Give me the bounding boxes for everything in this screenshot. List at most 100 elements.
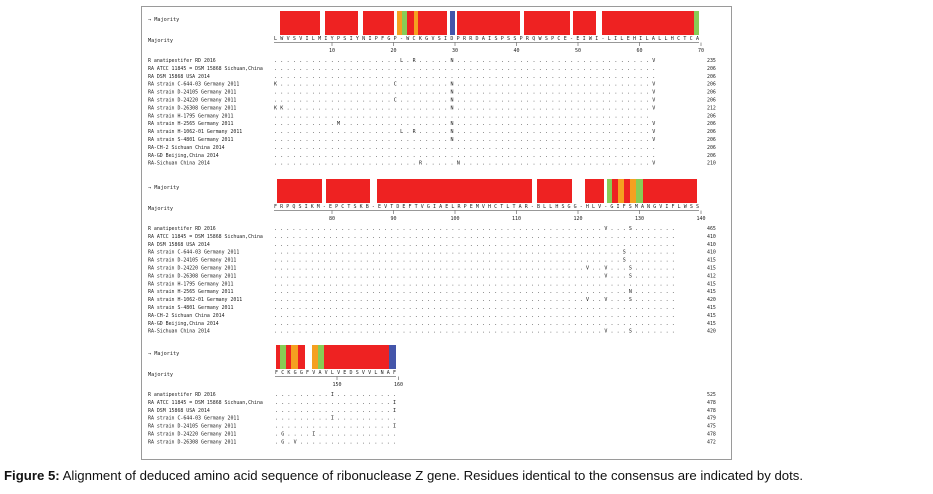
sequence-residues: ........................................… bbox=[274, 250, 675, 256]
sequence-residues: ...................I bbox=[275, 424, 396, 430]
sequence-name: RA strain S-4801 Germany 2011 bbox=[148, 305, 233, 311]
sequence-residues: ........................................… bbox=[274, 234, 675, 240]
conservation-bar bbox=[363, 11, 394, 35]
conservation-bar bbox=[618, 179, 624, 203]
conservation-bar bbox=[377, 179, 532, 203]
conservation-bar bbox=[602, 11, 694, 35]
ruler-tick-label: 120 bbox=[573, 216, 582, 222]
ruler-tick-label: 80 bbox=[329, 216, 335, 222]
sequence-end-position: 206 bbox=[707, 98, 716, 104]
conservation-bar bbox=[573, 11, 596, 35]
conservation-bar bbox=[276, 345, 280, 369]
consensus-sequence: FCKGGFVAVLVEDSVVLNAF bbox=[275, 370, 396, 376]
sequence-name: RA ATCC 11845 = DSM 15868 Sichuan,China bbox=[148, 234, 263, 240]
sequence-residues: ........................................… bbox=[274, 329, 675, 335]
sequence-residues: .........I.......... bbox=[275, 392, 396, 398]
majority-label: Majority bbox=[148, 38, 173, 44]
ruler-tick-label: 70 bbox=[698, 48, 704, 54]
sequence-name: RA strain H-1795 Germany 2011 bbox=[148, 281, 233, 287]
sequence-name: RA DSM 15868 USA 2014 bbox=[148, 242, 210, 248]
sequence-name: RA strain D-24105 Germany 2011 bbox=[148, 258, 236, 264]
sequence-end-position: 415 bbox=[707, 289, 716, 295]
ruler-tick-label: 150 bbox=[332, 382, 341, 388]
sequence-name: RA ATCC 11845 = DSM 15868 Sichuan,China bbox=[148, 66, 263, 72]
sequence-name: RA strain C-644-03 Germany 2011 bbox=[148, 416, 239, 422]
sequence-end-position: 410 bbox=[707, 234, 716, 240]
sequence-end-position: 206 bbox=[707, 153, 716, 159]
conservation-bar bbox=[524, 11, 570, 35]
sequence-name: RA strain D-24220 Germany 2011 bbox=[148, 266, 236, 272]
sequence-end-position: 478 bbox=[707, 432, 716, 438]
sequence-residues: ........................................… bbox=[274, 113, 649, 119]
conservation-bar bbox=[407, 11, 414, 35]
conservation-bar bbox=[286, 345, 291, 369]
sequence-name: RA DSM 15868 USA 2014 bbox=[148, 74, 210, 80]
conservation-bar bbox=[643, 179, 654, 203]
sequence-residues: .G....I............. bbox=[275, 432, 396, 438]
conservation-bar bbox=[324, 345, 389, 369]
sequence-residues: ........................................… bbox=[274, 273, 675, 279]
sequence-name: RA strain D-26308 Germany 2011 bbox=[148, 439, 236, 445]
sequence-end-position: 206 bbox=[707, 145, 716, 151]
conservation-bar bbox=[630, 179, 636, 203]
sequence-residues: ....................L.R.....N...........… bbox=[274, 58, 655, 64]
sequence-end-position: 212 bbox=[707, 105, 716, 111]
sequence-end-position: 410 bbox=[707, 242, 716, 248]
sequence-name: RA strain D-24105 Germany 2011 bbox=[148, 424, 236, 430]
alignment-figure: → Majority Majority LWVSVILMIYPSIYNIPFGP-W… bbox=[148, 11, 716, 445]
sequence-residues: K..................C........N...........… bbox=[274, 82, 655, 88]
conservation-bar bbox=[537, 179, 572, 203]
sequence-residues: ............................N...........… bbox=[274, 137, 655, 143]
sequence-residues: ........................................… bbox=[274, 226, 675, 232]
sequence-residues: ........................................… bbox=[274, 289, 675, 295]
sequence-name: RA strain H-1062-01 Germany 2011 bbox=[148, 129, 242, 135]
sequence-residues: .........I.......... bbox=[275, 416, 396, 422]
sequence-name: RA-Sichuan China 2014 bbox=[148, 161, 210, 167]
sequence-residues: ........................................… bbox=[274, 313, 675, 319]
conservation-bar bbox=[298, 345, 305, 369]
sequence-end-position: 206 bbox=[707, 82, 716, 88]
sequence-name: R anatipestifer RD 2016 bbox=[148, 392, 216, 398]
sequence-name: RA-GD Beijing,China 2014 bbox=[148, 321, 219, 327]
sequence-end-position: 206 bbox=[707, 113, 716, 119]
sequence-residues: ............................N...........… bbox=[274, 90, 655, 96]
conservation-bar bbox=[414, 11, 418, 35]
sequence-residues: .G.V................ bbox=[275, 439, 396, 445]
sequence-residues: ........................................… bbox=[274, 242, 675, 248]
ruler-tick-label: 130 bbox=[635, 216, 644, 222]
sequence-name: RA-CH-2 Sichuan China 2014 bbox=[148, 313, 225, 319]
conservation-bar bbox=[607, 179, 614, 203]
sequence-residues: ...................I bbox=[275, 400, 396, 406]
sequence-name: RA strain D-24105 Germany 2011 bbox=[148, 90, 236, 96]
sequence-end-position: 410 bbox=[707, 250, 716, 256]
sequence-name: RA strain D-24220 Germany 2011 bbox=[148, 98, 236, 104]
sequence-end-position: 420 bbox=[707, 329, 716, 335]
conservation-bar bbox=[277, 179, 322, 203]
sequence-residues: KK..........................N...........… bbox=[274, 105, 655, 111]
ruler-tick-label: 10 bbox=[329, 48, 335, 54]
conservation-bar bbox=[318, 345, 324, 369]
conservation-bar bbox=[636, 179, 643, 203]
sequence-name: RA strain D-24220 Germany 2011 bbox=[148, 432, 236, 438]
sequence-name: RA strain H-1062-01 Germany 2011 bbox=[148, 297, 242, 303]
conservation-bar bbox=[389, 345, 396, 369]
sequence-name: R anatipestifer RD 2016 bbox=[148, 226, 216, 232]
ruler-tick-label: 100 bbox=[450, 216, 459, 222]
ruler-tick-label: 160 bbox=[394, 382, 403, 388]
sequence-end-position: 415 bbox=[707, 281, 716, 287]
conservation-bar bbox=[402, 11, 407, 35]
majority-track-label: → Majority bbox=[148, 17, 179, 23]
sequence-name: RA strain C-644-03 Germany 2011 bbox=[148, 82, 239, 88]
sequence-end-position: 415 bbox=[707, 258, 716, 264]
sequence-end-position: 415 bbox=[707, 266, 716, 272]
conservation-bar bbox=[280, 345, 286, 369]
ruler-tick-label: 50 bbox=[575, 48, 581, 54]
sequence-end-position: 235 bbox=[707, 58, 716, 64]
sequence-end-position: 206 bbox=[707, 121, 716, 127]
sequence-residues: ........................................… bbox=[274, 153, 655, 159]
caption-label: Figure 5: bbox=[4, 468, 60, 483]
sequence-end-position: 420 bbox=[707, 297, 716, 303]
conservation-bar bbox=[457, 11, 520, 35]
alignment-figure-frame: → Majority Majority LWVSVILMIYPSIYNIPFGP-W… bbox=[141, 6, 732, 460]
ruler-tick-label: 110 bbox=[512, 216, 521, 222]
